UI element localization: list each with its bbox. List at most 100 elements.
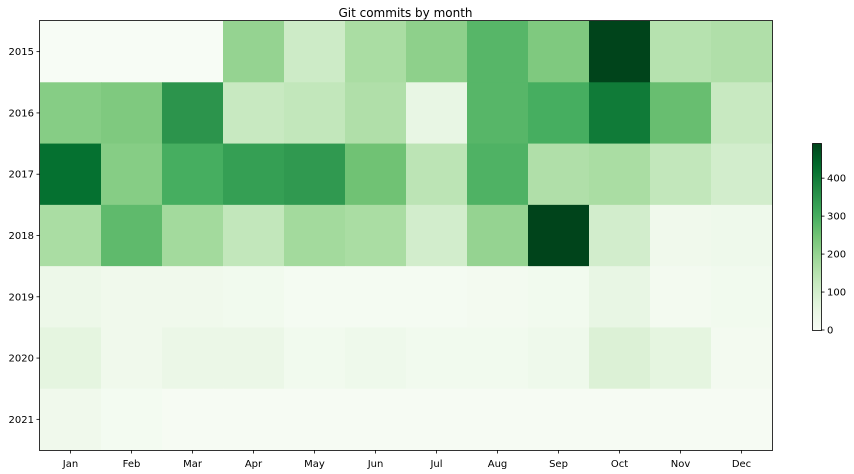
heatmap-cell-2017-Jun [345, 143, 407, 206]
heatmap-cell-2020-Sep [528, 327, 590, 390]
heatmap-cell-2021-Jan [40, 388, 102, 451]
heatmap-cell-2015-Jun [345, 21, 407, 83]
heatmap-cell-2019-Jul [406, 266, 468, 328]
colorbar-tick-label: 0 [827, 326, 833, 337]
heatmap-cell-2015-Mar [162, 21, 224, 83]
heatmap-cell-2015-Feb [101, 21, 163, 83]
heatmap-cell-2016-Jan [40, 82, 102, 145]
heatmap-cell-2017-Jan [40, 143, 102, 206]
heatmap-cell-2016-Feb [101, 82, 163, 145]
heatmap-cell-2019-Aug [467, 266, 529, 328]
heatmap-cell-2016-Dec [711, 82, 773, 145]
y-tick-label: 2021 [9, 415, 34, 426]
heatmap-cell-2015-Dec [711, 21, 773, 83]
heatmap-cell-2015-Nov [650, 21, 712, 83]
heatmap-cell-2019-Sep [528, 266, 590, 328]
heatmap-cells [40, 21, 773, 451]
heatmap-cell-2019-Mar [162, 266, 224, 328]
heatmap-cell-2016-May [284, 82, 346, 145]
heatmap-cell-2019-Jun [345, 266, 407, 328]
heatmap-cell-2020-Nov [650, 327, 712, 390]
y-tick-label: 2018 [9, 231, 34, 242]
x-tick-label: Oct [611, 459, 628, 470]
colorbar-tick-label: 200 [827, 250, 846, 261]
x-tick-label: Apr [245, 459, 263, 470]
heatmap-cell-2021-Sep [528, 388, 590, 451]
heatmap-cell-2017-Sep [528, 143, 590, 206]
heatmap-cell-2016-Aug [467, 82, 529, 145]
heatmap-cell-2018-Apr [223, 204, 285, 267]
x-tick-label: Jul [429, 459, 442, 470]
heatmap-cell-2019-Jan [40, 266, 102, 328]
heatmap-cell-2017-Apr [223, 143, 285, 206]
heatmap-cell-2019-May [284, 266, 346, 328]
colorbar-ticks: 0 100 200 300 400 [821, 174, 846, 337]
heatmap-cell-2020-Jul [406, 327, 468, 390]
colorbar [812, 143, 822, 331]
heatmap-cell-2020-May [284, 327, 346, 390]
heatmap-cell-2015-May [284, 21, 346, 83]
y-tick-label: 2015 [9, 47, 34, 58]
heatmap-cell-2019-Oct [589, 266, 651, 328]
heatmap-cell-2017-Feb [101, 143, 163, 206]
heatmap-cell-2021-Nov [650, 388, 712, 451]
heatmap-cell-2016-Sep [528, 82, 590, 145]
heatmap-cell-2017-Aug [467, 143, 529, 206]
heatmap-cell-2017-Mar [162, 143, 224, 206]
heatmap-cell-2018-Jul [406, 204, 468, 267]
x-tick-label: Dec [732, 459, 751, 470]
heatmap-cell-2016-Oct [589, 82, 651, 145]
colorbar-tick-label: 400 [827, 174, 846, 185]
heatmap-cell-2015-Jul [406, 21, 468, 83]
heatmap-cell-2021-Jun [345, 388, 407, 451]
heatmap-cell-2020-Jun [345, 327, 407, 390]
heatmap-cell-2017-Nov [650, 143, 712, 206]
heatmap-cell-2017-May [284, 143, 346, 206]
y-tick-label: 2020 [9, 354, 34, 365]
heatmap-cell-2017-Dec [711, 143, 773, 206]
heatmap-cell-2021-Feb [101, 388, 163, 451]
heatmap-cell-2016-Jul [406, 82, 468, 145]
heatmap-cell-2017-Oct [589, 143, 651, 206]
y-axis: 2015 2016 2017 2018 2019 2020 2021 [9, 47, 40, 426]
heatmap-cell-2017-Jul [406, 143, 468, 206]
y-tick-label: 2019 [9, 292, 34, 303]
heatmap-cell-2019-Nov [650, 266, 712, 328]
heatmap-cell-2016-Jun [345, 82, 407, 145]
heatmap-cell-2018-Oct [589, 204, 651, 267]
x-tick-label: Mar [183, 459, 203, 470]
heatmap-cell-2020-Aug [467, 327, 529, 390]
heatmap-cell-2018-Aug [467, 204, 529, 267]
heatmap-cell-2019-Dec [711, 266, 773, 328]
heatmap-cell-2015-Aug [467, 21, 529, 83]
heatmap-cell-2020-Mar [162, 327, 224, 390]
x-tick-label: Jun [367, 459, 384, 470]
x-tick-label: Jan [62, 459, 78, 470]
heatmap-cell-2021-May [284, 388, 346, 451]
heatmap-cell-2018-May [284, 204, 346, 267]
x-tick-label: Feb [123, 459, 141, 470]
heatmap-cell-2019-Apr [223, 266, 285, 328]
heatmap-cell-2016-Mar [162, 82, 224, 145]
heatmap-cell-2020-Jan [40, 327, 102, 390]
heatmap-cell-2018-Feb [101, 204, 163, 267]
chart-title: Git commits by month [338, 6, 472, 20]
x-tick-label: May [304, 459, 325, 470]
heatmap-cell-2019-Feb [101, 266, 163, 328]
heatmap-cell-2020-Oct [589, 327, 651, 390]
x-tick-label: Nov [671, 459, 691, 470]
x-tick-label: Aug [488, 459, 508, 470]
heatmap-cell-2021-Apr [223, 388, 285, 451]
colorbar-tick-label: 100 [827, 288, 846, 299]
heatmap-cell-2020-Dec [711, 327, 773, 390]
y-tick-label: 2016 [9, 108, 34, 119]
heatmap-cell-2015-Sep [528, 21, 590, 83]
heatmap-cell-2020-Feb [101, 327, 163, 390]
heatmap-cell-2021-Mar [162, 388, 224, 451]
heatmap-cell-2016-Apr [223, 82, 285, 145]
heatmap-cell-2018-Mar [162, 204, 224, 267]
x-tick-label: Sep [549, 459, 568, 470]
heatmap-cell-2018-Jun [345, 204, 407, 267]
heatmap-cell-2021-Aug [467, 388, 529, 451]
